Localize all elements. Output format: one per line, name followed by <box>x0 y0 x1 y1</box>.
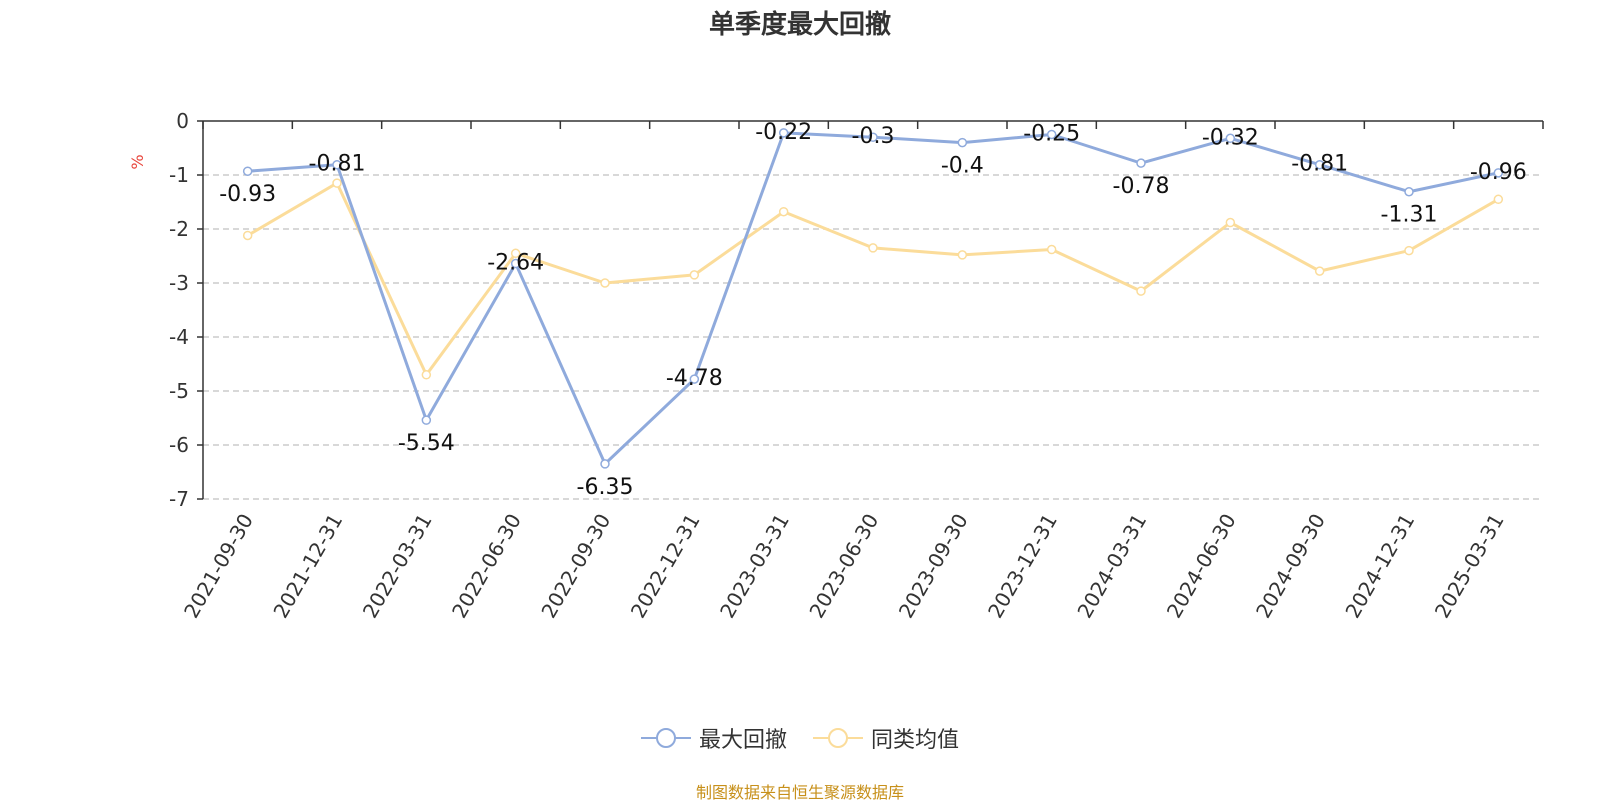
y-axis-unit-label: % <box>128 154 147 169</box>
y-tick-label: -6 <box>169 433 189 457</box>
data-point <box>778 128 789 138</box>
data-label: -0.4 <box>941 154 984 179</box>
chart-title: 单季度最大回撤 <box>708 10 891 40</box>
data-label: -1.31 <box>1381 203 1438 228</box>
data-label: -0.96 <box>1470 160 1527 185</box>
x-tick-label: 2025-03-31 <box>1430 510 1509 623</box>
data-labels: -0.93 -0.81 -5.54 -2.64 -6.35 -4.78 -0.22 -0.3 -… <box>219 120 1527 500</box>
data-point <box>689 270 700 280</box>
data-point <box>332 159 342 170</box>
data-point <box>1314 266 1325 276</box>
x-tick-label: 2024-03-31 <box>1072 510 1151 623</box>
data-point <box>1136 158 1146 168</box>
data-point <box>421 370 432 380</box>
data-point <box>242 166 253 176</box>
legend-label-peer-average: 同类均值 <box>871 728 960 753</box>
data-point <box>600 459 610 469</box>
data-point <box>1225 217 1236 228</box>
x-tick-label: 2023-06-30 <box>804 510 883 623</box>
data-point <box>600 278 610 288</box>
data-point <box>421 415 432 425</box>
legend-marker-peer-average-icon <box>813 728 863 748</box>
x-tick-label: 2021-12-31 <box>268 510 347 623</box>
legend: 最大回撤 同类均值 <box>0 722 1600 754</box>
series-lines <box>242 128 1504 469</box>
data-point <box>689 374 700 384</box>
x-tick-label: 2022-03-31 <box>358 510 437 623</box>
y-tick-label: -4 <box>169 325 189 349</box>
data-point <box>1136 286 1146 296</box>
data-point <box>868 132 878 142</box>
y-tick-label: -7 <box>169 487 189 511</box>
data-point <box>332 178 342 188</box>
x-tick-label: 2023-12-31 <box>983 510 1062 623</box>
data-label: -0.93 <box>219 182 276 207</box>
data-point <box>1225 133 1236 144</box>
data-point <box>868 243 878 253</box>
y-tick-label: -1 <box>169 163 189 187</box>
data-label: -0.25 <box>1023 122 1080 147</box>
x-tick-label: 2024-12-31 <box>1340 510 1419 623</box>
x-tick-label: 2024-06-30 <box>1162 510 1241 623</box>
data-point <box>1046 244 1057 255</box>
data-point <box>957 250 968 260</box>
legend-item-max-drawdown[interactable]: 最大回撤 <box>640 722 787 754</box>
legend-marker-max-drawdown-icon <box>640 728 691 748</box>
data-label: -5.54 <box>398 431 455 456</box>
y-tick-label: 0 <box>176 109 189 133</box>
data-point <box>1046 129 1057 140</box>
data-point <box>1314 159 1325 170</box>
grid-lines <box>203 174 1543 500</box>
data-label: -4.78 <box>666 366 723 391</box>
x-tick-label: 2023-03-31 <box>715 510 794 623</box>
data-label: -6.35 <box>577 475 634 500</box>
data-label: -0.81 <box>1291 152 1348 177</box>
x-tick-label: 2023-09-30 <box>894 510 973 623</box>
data-point <box>1404 245 1414 256</box>
data-point <box>1493 168 1504 178</box>
data-point <box>1493 194 1504 205</box>
data-point <box>957 137 968 148</box>
data-point <box>242 230 253 241</box>
data-label: -0.32 <box>1202 125 1259 150</box>
series-line-peer-average <box>246 181 1500 377</box>
data-point <box>510 258 521 269</box>
series-line-max-drawdown <box>247 131 1499 466</box>
data-point <box>1404 186 1414 197</box>
data-label: -2.64 <box>487 251 544 276</box>
data-point <box>510 248 521 259</box>
y-tick-label: -5 <box>169 379 189 403</box>
data-label: -0.3 <box>852 124 895 149</box>
data-point <box>778 206 789 217</box>
y-tick-label: -3 <box>169 271 189 295</box>
x-tick-label: 2022-09-30 <box>536 510 615 623</box>
x-tick-label: 2022-06-30 <box>447 510 526 623</box>
legend-item-peer-average[interactable]: 同类均值 <box>813 722 959 754</box>
data-label: -0.78 <box>1113 174 1170 199</box>
x-tick-label: 2022-12-31 <box>626 510 705 623</box>
x-tick-label: 2021-09-30 <box>179 510 258 623</box>
legend-label-max-drawdown: 最大回撤 <box>698 728 787 753</box>
y-tick-label: -2 <box>169 217 189 241</box>
data-label: -0.22 <box>755 120 812 145</box>
x-tick-label: 2024-09-30 <box>1251 510 1330 623</box>
data-label: -0.81 <box>309 152 366 177</box>
data-source-note: 制图数据来自恒生聚源数据库 <box>695 783 904 802</box>
